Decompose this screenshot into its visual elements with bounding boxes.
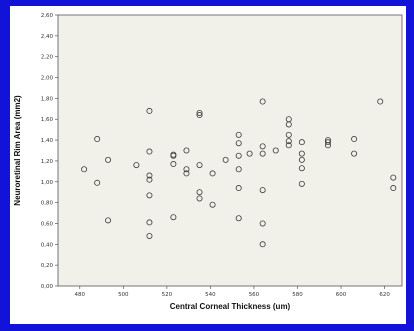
plot-area [57, 14, 403, 287]
data-point [235, 215, 242, 222]
y-axis-title: Neuroretinal Rim Area (mm2) [13, 95, 22, 206]
data-point [105, 217, 112, 224]
data-point [259, 241, 266, 248]
data-point [146, 172, 153, 179]
y-tick-label: 1,80 [41, 96, 54, 102]
data-point [285, 138, 292, 145]
data-point [298, 156, 305, 163]
data-point [170, 152, 177, 159]
data-point [259, 220, 266, 227]
data-point [324, 142, 331, 149]
data-point [196, 109, 203, 116]
data-point [351, 150, 358, 157]
data-point [94, 136, 101, 143]
data-point [259, 143, 266, 150]
data-point [183, 147, 190, 154]
data-point [259, 150, 266, 157]
data-point [351, 136, 358, 143]
data-point [183, 166, 190, 173]
data-point [259, 187, 266, 194]
data-point [246, 150, 253, 157]
data-point [196, 162, 203, 169]
y-tick-label: 2,60 [41, 13, 54, 19]
x-axis-title: Central Corneal Thickness (um) [170, 302, 291, 311]
data-point [222, 156, 229, 163]
data-point [390, 185, 397, 192]
data-point [324, 139, 331, 146]
data-point [170, 161, 177, 168]
y-tick-label: 1,20 [41, 159, 54, 165]
y-tick-label: 0,20 [41, 263, 54, 269]
data-point [183, 170, 190, 177]
data-point [196, 112, 203, 119]
x-tick-label: 580 [292, 292, 303, 298]
data-point [272, 147, 279, 154]
data-point [146, 148, 153, 155]
data-point [81, 166, 88, 173]
data-points [81, 98, 397, 248]
data-point [377, 98, 384, 105]
y-tick-label: 0,40 [41, 242, 54, 248]
y-tick-label: 1,40 [41, 138, 54, 144]
data-point [170, 214, 177, 221]
data-point [146, 232, 153, 239]
data-point [146, 192, 153, 199]
data-point [285, 142, 292, 149]
x-tick-label: 560 [249, 292, 260, 298]
data-point [146, 107, 153, 114]
data-point [94, 179, 101, 186]
y-tick-label: 0,00 [41, 284, 54, 290]
x-tick-label: 520 [162, 292, 173, 298]
data-point [235, 185, 242, 192]
y-tick-label: 2,20 [41, 55, 54, 61]
data-point [235, 166, 242, 173]
data-point [285, 131, 292, 138]
data-point [298, 139, 305, 146]
data-point [235, 131, 242, 138]
data-point [209, 201, 216, 208]
y-tick-label: 0,80 [41, 201, 54, 207]
data-point [235, 152, 242, 159]
data-point [298, 165, 305, 172]
y-axis: 0,00 0,20 0,40 0,60 0,80 1,00 1,20 1,40 1,60 1,80… [41, 13, 58, 290]
data-point [196, 195, 203, 202]
x-tick-label: 620 [379, 292, 390, 298]
x-axis: 480 500 520 540 560 580 600 620 [75, 286, 390, 298]
x-tick-label: 540 [205, 292, 216, 298]
y-tick-label: 2,40 [41, 34, 54, 40]
data-point [146, 219, 153, 226]
data-point [105, 156, 112, 163]
data-point [259, 98, 266, 105]
data-point [285, 121, 292, 128]
y-tick-label: 1,00 [41, 180, 54, 186]
y-tick-label: 2,00 [41, 76, 54, 82]
data-point [298, 180, 305, 187]
x-tick-label: 500 [118, 292, 129, 298]
data-point [235, 140, 242, 147]
y-tick-label: 0,60 [41, 221, 54, 227]
data-point [133, 162, 140, 169]
data-point [390, 174, 397, 181]
data-point [146, 176, 153, 183]
x-tick-label: 600 [336, 292, 347, 298]
x-tick-label: 480 [75, 292, 86, 298]
y-tick-label: 1,60 [41, 117, 54, 123]
data-point [298, 150, 305, 157]
data-point [196, 189, 203, 196]
data-point [209, 170, 216, 177]
